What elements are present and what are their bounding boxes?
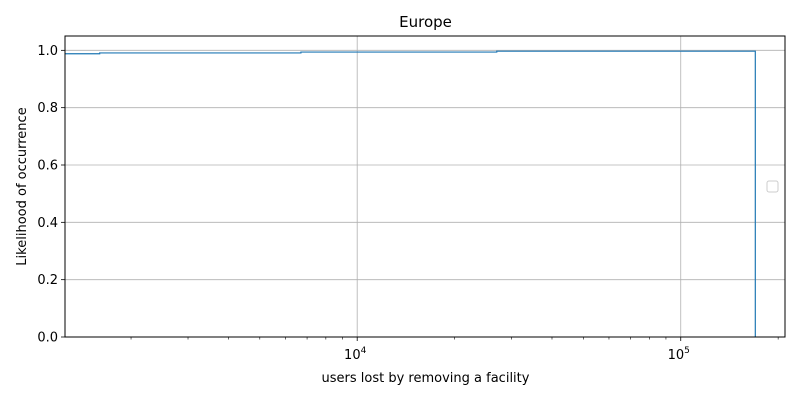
y-tick-label: 0.6 [37,159,58,174]
y-tick-label: 0.4 [37,216,58,231]
plot-frame [64,35,786,338]
y-tick-label: 0.0 [37,331,58,346]
chart-title: Europe [399,13,452,31]
y-axis-label: Likelihood of occurrence [15,107,30,265]
x-tick-label: 104 [344,346,367,363]
series-group [65,50,756,337]
series-line [65,50,756,337]
x-tick-label: 105 [668,346,690,363]
y-tick-label: 0.2 [37,273,58,288]
legend-box [766,180,779,193]
grid [65,36,785,338]
y-axis-ticks: 0.0 0.2 0.4 0.6 0.8 1.0 [37,44,65,346]
y-tick-label: 0.8 [37,101,58,116]
x-axis-ticks: 104 105 [130,337,779,363]
y-tick-label: 1.0 [37,44,58,59]
x-axis-label: users lost by removing a facility [322,371,530,386]
